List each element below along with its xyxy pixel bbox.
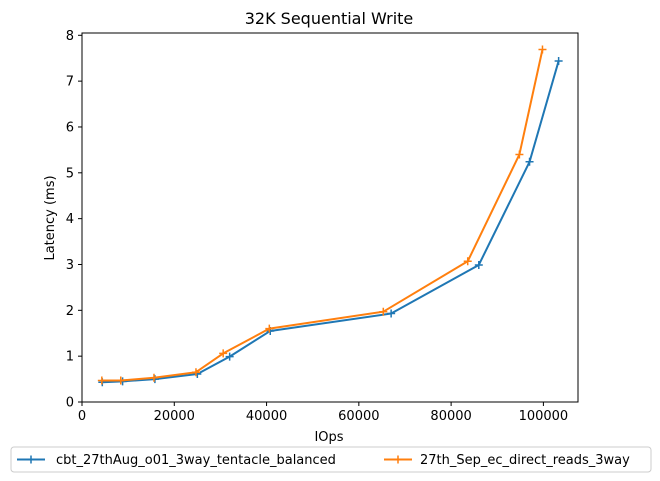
chart-title: 32K Sequential Write — [245, 9, 414, 28]
data-point — [525, 157, 534, 166]
data-point — [379, 307, 388, 316]
series-line — [101, 49, 544, 382]
x-tick-label: 40000 — [246, 409, 287, 424]
legend-entry-2: 27th_Sep_ec_direct_reads_3way — [384, 453, 630, 468]
y-tick-label: 0 — [66, 396, 74, 411]
y-tick-label: 1 — [66, 350, 74, 365]
plot-area: 0 20000 40000 60000 80000 100000 0 1 2 3 4 5 6 7 8 — [66, 29, 579, 424]
legend-marker — [27, 455, 35, 464]
data-point — [538, 45, 547, 54]
plot-frame — [81, 32, 579, 403]
legend-box — [10, 446, 652, 473]
y-tick-label: 4 — [66, 212, 74, 227]
data-point — [554, 56, 563, 65]
data-point — [265, 324, 274, 333]
y-tick-label: 3 — [66, 258, 74, 273]
series-2 — [97, 45, 547, 385]
x-tick-label: 100000 — [519, 409, 569, 424]
data-point — [116, 376, 125, 385]
y-tick-label: 6 — [66, 120, 74, 135]
y-tick-label: 7 — [66, 75, 74, 90]
y-axis-label: Latency (ms) — [43, 175, 58, 260]
data-point — [219, 349, 228, 358]
data-point — [515, 150, 524, 159]
legend-label: 27th_Sep_ec_direct_reads_3way — [420, 453, 630, 468]
data-point — [149, 373, 158, 382]
data-point — [225, 352, 234, 361]
series-line — [102, 60, 560, 384]
legend: cbt_27thAug_o01_3way_tentacle_balanced 27… — [10, 446, 652, 473]
data-point — [150, 375, 159, 384]
x-axis-label: IOps — [314, 430, 343, 445]
y-tick-label: 5 — [66, 166, 74, 181]
x-tick-label: 80000 — [430, 409, 471, 424]
legend-entry-1: cbt_27thAug_o01_3way_tentacle_balanced — [17, 453, 336, 468]
legend-label: cbt_27thAug_o01_3way_tentacle_balanced — [56, 453, 336, 468]
x-tick-label: 0 — [78, 409, 86, 424]
legend-marker — [394, 455, 402, 464]
y-tick-label: 2 — [66, 304, 74, 319]
y-tick-label: 8 — [66, 29, 74, 44]
data-point — [387, 309, 396, 318]
data-point — [97, 376, 106, 385]
data-point — [463, 257, 472, 266]
data-point — [474, 260, 483, 269]
x-tick-label: 60000 — [338, 409, 379, 424]
x-tick-label: 20000 — [154, 409, 195, 424]
series-1 — [98, 56, 563, 387]
data-point — [191, 368, 200, 377]
